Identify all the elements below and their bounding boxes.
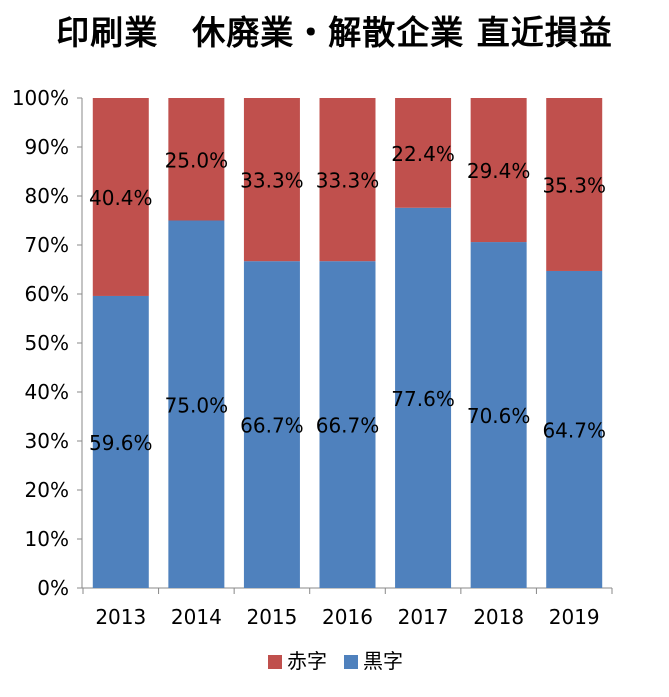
y-tick-label: 70% xyxy=(25,233,69,257)
data-label: 66.7% xyxy=(240,414,304,438)
x-tick-label: 2014 xyxy=(171,605,222,629)
x-tick-label: 2019 xyxy=(549,605,600,629)
bar-black-2017 xyxy=(395,207,452,588)
bar-black-2019 xyxy=(546,270,603,588)
data-label: 64.7% xyxy=(542,418,606,442)
bar-red-2017 xyxy=(395,98,452,208)
bar-red-2015 xyxy=(243,98,300,262)
data-label: 33.3% xyxy=(316,169,380,193)
legend-swatch xyxy=(268,655,282,669)
legend: 赤字 黒字 xyxy=(268,649,403,673)
x-tick-label: 2016 xyxy=(322,605,373,629)
y-tick-label: 30% xyxy=(25,429,69,453)
data-label: 35.3% xyxy=(542,173,606,197)
y-tick-label: 0% xyxy=(37,576,69,600)
data-label: 77.6% xyxy=(391,387,455,411)
data-label: 33.3% xyxy=(240,169,304,193)
bar-black-2018 xyxy=(470,242,527,588)
data-label: 75.0% xyxy=(165,393,229,417)
data-label: 40.4% xyxy=(89,186,153,210)
data-labels: 59.6% 40.4% 75.0% 25.0% 66.7% 33.3% 66.7% 33.3%… xyxy=(89,142,606,455)
y-tick-label: 60% xyxy=(25,282,69,306)
data-label: 66.7% xyxy=(316,414,380,438)
bar-black-2014 xyxy=(168,220,225,588)
y-tick-label: 40% xyxy=(25,380,69,404)
y-tick-label: 50% xyxy=(25,331,69,355)
x-tick-label: 2017 xyxy=(398,605,449,629)
y-tick-label: 90% xyxy=(25,135,69,159)
data-label: 29.4% xyxy=(467,159,531,183)
legend-swatch xyxy=(344,655,358,669)
legend-label: 黒字 xyxy=(363,649,403,673)
bar-red-2016 xyxy=(319,98,376,262)
data-label: 70.6% xyxy=(467,404,531,428)
x-tick-label: 2018 xyxy=(473,605,524,629)
y-tick-label: 20% xyxy=(25,478,69,502)
data-label: 22.4% xyxy=(391,142,455,166)
bar-red-2014 xyxy=(168,98,225,221)
bar-black-2016 xyxy=(319,261,376,588)
axes: 0% 10% 20% 30% 40% 50% 60% 70% 80% 90% 100% 2013 201… xyxy=(12,86,613,629)
data-label: 59.6% xyxy=(89,431,153,455)
x-tick-label: 2015 xyxy=(246,605,297,629)
data-label: 25.0% xyxy=(165,148,229,172)
bar-red-2019 xyxy=(546,98,603,271)
bar-black-2015 xyxy=(243,261,300,588)
x-tick-label: 2013 xyxy=(95,605,146,629)
chart-title: 印刷業 休廃業・解散企業 直近損益 xyxy=(56,13,613,52)
bar-red-2013 xyxy=(92,98,149,296)
y-tick-label: 100% xyxy=(12,86,69,110)
legend-label: 赤字 xyxy=(287,649,327,673)
y-tick-label: 80% xyxy=(25,184,69,208)
bars xyxy=(92,98,603,588)
bar-black-2013 xyxy=(92,295,149,588)
y-tick-label: 10% xyxy=(25,527,69,551)
bar-red-2018 xyxy=(470,98,527,243)
